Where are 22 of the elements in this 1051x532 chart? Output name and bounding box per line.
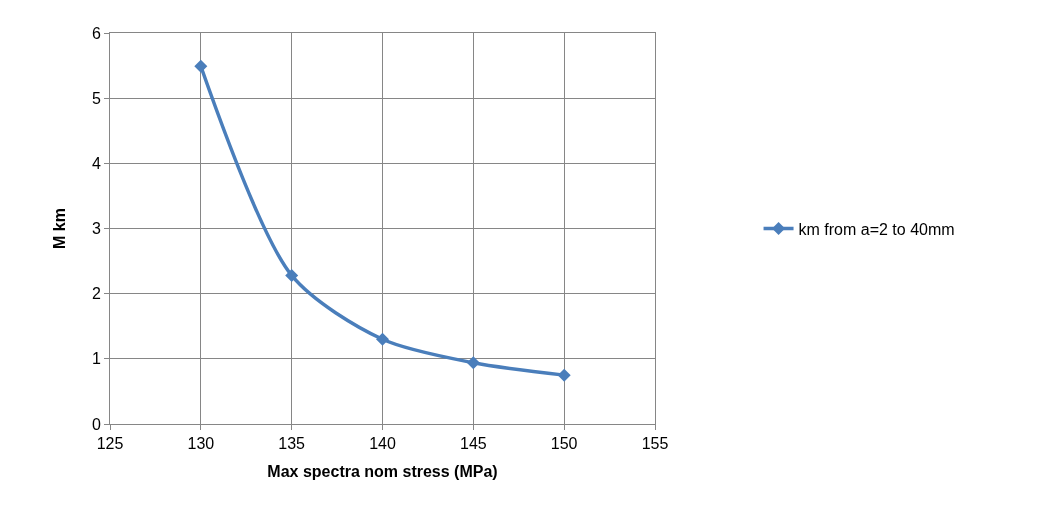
x-tick-label: 150 [550, 435, 578, 453]
y-tick-label: 3 [91, 220, 101, 238]
x-tick-label: 130 [187, 435, 215, 453]
x-axis-title: Max spectra nom stress (MPa) [267, 462, 498, 480]
y-tick-label: 1 [91, 350, 101, 368]
point [194, 59, 208, 73]
y-tick-label: 4 [91, 154, 101, 172]
y-tick-label: 2 [91, 285, 101, 303]
y-tick-label: 0 [91, 415, 101, 433]
x-tick-label: 125 [96, 435, 124, 453]
y-tick-label: 6 [91, 24, 101, 42]
point [285, 268, 299, 282]
legend-label: km from a=2 to 40mm [798, 220, 955, 238]
point [466, 356, 480, 370]
x-tick-label: 155 [641, 435, 669, 453]
x-tick-label: 140 [369, 435, 396, 453]
x-tick-label: 145 [459, 435, 487, 453]
point [376, 332, 389, 346]
x-tick-label: 135 [278, 435, 306, 453]
y-tick-label: 5 [91, 89, 101, 107]
point [557, 368, 571, 382]
y-axis-title: M km [50, 208, 68, 249]
